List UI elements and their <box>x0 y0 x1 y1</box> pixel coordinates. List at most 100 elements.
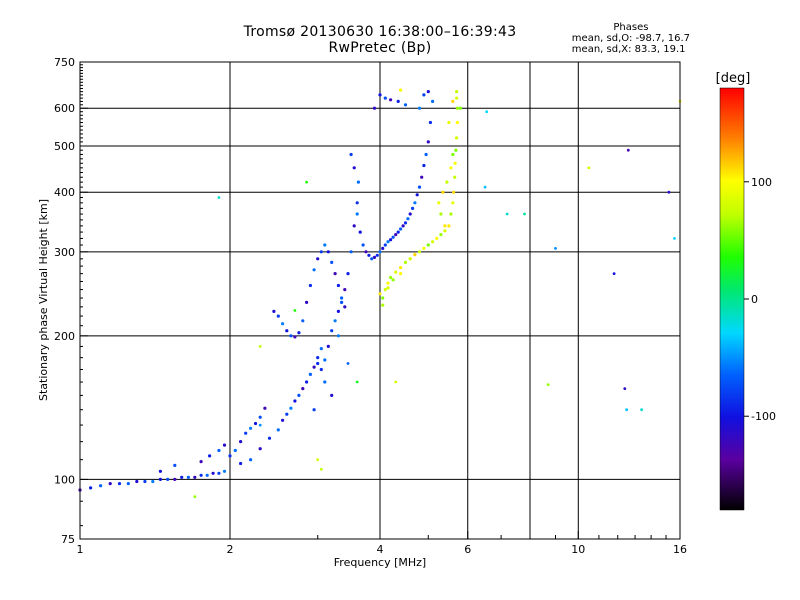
o-mode-point <box>411 206 415 210</box>
y-tick-label: 400 <box>54 186 75 199</box>
o-mode-point <box>205 473 209 477</box>
o-mode-point <box>352 166 356 170</box>
x-tick-label: 16 <box>673 543 687 556</box>
o-mode-point <box>396 230 400 234</box>
x-mode-point <box>399 272 403 276</box>
o-mode-point <box>293 399 297 403</box>
o-mode-point <box>364 250 368 254</box>
o-mode-point <box>370 257 374 261</box>
y-tick-label: 500 <box>54 140 75 153</box>
o-mode-point <box>99 484 103 488</box>
x-mode-point <box>391 278 395 282</box>
x-tick-label: 4 <box>377 543 384 556</box>
o-mode-point <box>143 479 147 484</box>
x-mode-point <box>417 250 422 254</box>
phases-heading: Phases <box>613 22 649 33</box>
o-mode-point <box>267 436 272 440</box>
o-mode-point <box>426 90 430 94</box>
o-mode-point <box>358 230 362 234</box>
o-mode-point <box>381 246 385 250</box>
outlier-point <box>394 380 398 384</box>
x-mode-point <box>413 253 417 257</box>
o-mode-point <box>422 93 426 97</box>
o-mode-point <box>297 331 301 335</box>
o-mode-point <box>340 296 344 300</box>
phases-x-stats: mean, sd,X: 83.3, 19.1 <box>571 44 686 55</box>
o-mode-point <box>301 387 305 391</box>
o-mode-point <box>349 152 353 157</box>
o-mode-point <box>199 460 203 464</box>
o-mode-point <box>383 96 387 100</box>
y-tick-label: 75 <box>61 533 75 546</box>
outlier-point <box>126 482 130 485</box>
outlier-point <box>673 237 676 240</box>
o-mode-point <box>413 201 417 205</box>
x-tick-label: 2 <box>227 543 234 556</box>
colorbar-ticks: 100 0 -100 <box>744 176 776 423</box>
o-mode-point <box>312 268 316 272</box>
o-mode-point <box>308 283 312 288</box>
o-mode-point <box>420 175 424 179</box>
o-mode-point <box>228 454 232 458</box>
y-tick-label: 600 <box>54 102 75 115</box>
o-mode-point <box>406 217 410 221</box>
x-mode-point <box>451 201 455 205</box>
o-mode-point <box>249 458 253 462</box>
x-mode-point <box>443 229 447 233</box>
x-mode-point <box>439 233 443 237</box>
o-mode-point <box>386 240 390 244</box>
o-mode-point <box>422 163 426 168</box>
outlier-point <box>217 196 221 199</box>
o-mode-point <box>253 421 258 426</box>
o-mode-point <box>319 347 323 351</box>
x-mode-point <box>437 201 441 205</box>
o-mode-point <box>272 309 276 313</box>
o-mode-point <box>389 238 393 242</box>
o-mode-point <box>211 471 215 475</box>
outlier-point <box>667 190 671 194</box>
colorbar <box>719 87 745 511</box>
x-mode-point <box>455 106 459 110</box>
x-mode-point <box>455 96 459 100</box>
o-mode-point <box>263 406 267 410</box>
o-mode-point <box>408 212 412 216</box>
o-mode-point <box>316 257 320 261</box>
o-mode-point <box>340 300 344 304</box>
x-mode-point <box>452 190 456 194</box>
o-mode-point <box>158 469 162 473</box>
o-mode-point <box>173 477 177 481</box>
o-mode-point <box>361 243 365 247</box>
x-mode-point <box>381 303 385 307</box>
outlier-point <box>640 408 643 412</box>
o-mode-point <box>293 335 297 339</box>
x-mode-point <box>453 161 457 165</box>
o-mode-point <box>258 415 262 419</box>
o-mode-point <box>399 227 403 231</box>
o-mode-point <box>367 253 371 257</box>
o-mode-point <box>301 319 305 323</box>
x-mode-point <box>441 190 445 194</box>
o-mode-point <box>326 344 330 348</box>
x-axis-label: Frequency [MHz] <box>334 556 426 569</box>
phases-legend: Phases mean, sd,O: -98.7, 16.7 mean, sd,… <box>572 22 690 55</box>
o-mode-point <box>336 334 340 338</box>
o-mode-point <box>372 106 377 110</box>
o-mode-point <box>336 309 340 313</box>
outlier-point <box>623 387 627 390</box>
y-tick-label: 750 <box>54 56 75 69</box>
o-mode-point <box>401 224 405 228</box>
o-mode-point <box>249 426 253 430</box>
outlier-point <box>483 185 487 189</box>
x-mode-point <box>435 236 439 240</box>
o-mode-point <box>424 152 428 157</box>
chart-title: Tromsø 20130630 16:38:00–16:39:43 <box>243 24 517 40</box>
outlier-point <box>319 467 323 471</box>
x-mode-point <box>422 246 426 250</box>
x-mode-point <box>447 224 451 228</box>
o-mode-point <box>244 431 248 435</box>
outlier-point <box>355 380 359 384</box>
x-mode-point <box>381 296 385 300</box>
outlier-point <box>316 458 320 462</box>
o-mode-point <box>343 305 347 309</box>
o-mode-point <box>352 224 356 228</box>
